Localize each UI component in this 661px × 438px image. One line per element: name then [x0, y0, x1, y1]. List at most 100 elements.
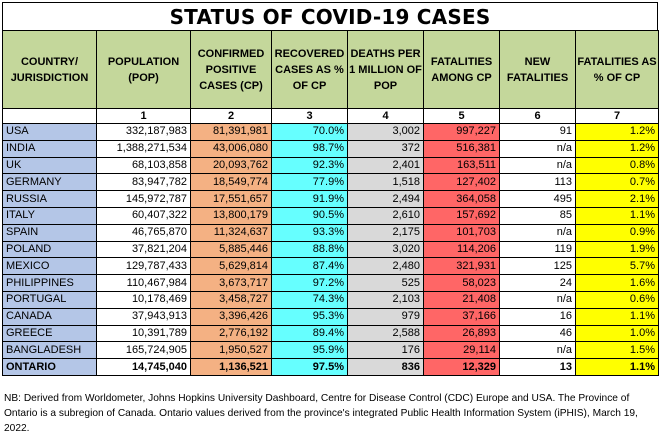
fatalities-pct-cell: 1.1% — [575, 206, 659, 225]
deaths-per-million-cell: 2,401 — [347, 156, 424, 175]
table-row: GREECE 10,391,789 2,776,192 89.4% 2,588 26,89… — [2, 324, 659, 343]
country-cell: SPAIN — [2, 223, 97, 242]
fatalities-cell: 26,893 — [423, 324, 500, 343]
country-cell: GERMANY — [2, 173, 97, 192]
header-new-fatalities: NEW FATALITIES — [499, 30, 576, 109]
population-cell: 110,467,984 — [96, 274, 191, 292]
recovered-pct-cell: 88.8% — [271, 240, 348, 259]
table-row: USA 332,187,983 81,391,981 70.0% 3,002 997,22… — [2, 123, 659, 141]
fatalities-pct-cell: 1.6% — [575, 274, 659, 292]
population-cell: 129,787,433 — [96, 257, 191, 276]
recovered-pct-cell: 92.3% — [271, 156, 348, 175]
new-fatalities-cell: 24 — [499, 274, 576, 292]
table-row: BANGLADESH 165,724,905 1,950,527 95.9% 176 29… — [2, 341, 659, 360]
confirmed-cases-cell: 1,950,527 — [190, 341, 272, 360]
deaths-per-million-cell: 372 — [347, 139, 424, 158]
column-number: 1 — [96, 108, 191, 124]
table-row: RUSSIA 145,972,787 17,551,657 91.9% 2,494 364… — [2, 190, 659, 208]
column-number: 7 — [575, 108, 659, 124]
table-row: MEXICO 129,787,433 5,629,814 87.4% 2,480 321,… — [2, 257, 659, 276]
header-country: COUNTRY/ JURISDICTION — [2, 30, 97, 109]
recovered-pct-cell: 93.3% — [271, 223, 348, 242]
header-recovered-pct: RECOVERED CASES AS % OF CP — [271, 30, 348, 109]
population-cell: 37,943,913 — [96, 307, 191, 326]
new-fatalities-cell: 85 — [499, 206, 576, 225]
recovered-pct-cell: 87.4% — [271, 257, 348, 276]
country-cell: PHILIPPINES — [2, 274, 97, 292]
new-fatalities-cell: 125 — [499, 257, 576, 276]
country-cell: PORTUGAL — [2, 290, 97, 309]
confirmed-cases-cell: 20,093,762 — [190, 156, 272, 175]
population-cell: 332,187,983 — [96, 123, 191, 141]
country-cell: ONTARIO — [2, 358, 97, 376]
country-cell: INDIA — [2, 139, 97, 158]
new-fatalities-cell: n/a — [499, 290, 576, 309]
fatalities-cell: 516,381 — [423, 139, 500, 158]
recovered-pct-cell: 98.7% — [271, 139, 348, 158]
country-cell: POLAND — [2, 240, 97, 259]
country-cell: ITALY — [2, 206, 97, 225]
column-number: 3 — [271, 108, 348, 124]
fatalities-cell: 127,402 — [423, 173, 500, 192]
confirmed-cases-cell: 3,396,426 — [190, 307, 272, 326]
column-number-row: 1 2 3 4 5 6 7 — [2, 108, 659, 124]
population-cell: 10,391,789 — [96, 324, 191, 343]
new-fatalities-cell: n/a — [499, 341, 576, 360]
population-cell: 14,745,040 — [96, 358, 191, 376]
fatalities-cell: 114,206 — [423, 240, 500, 259]
header-row: COUNTRY/ JURISDICTION POPULATION (POP) C… — [2, 30, 659, 109]
country-cell: CANADA — [2, 307, 97, 326]
header-fatalities-pct: FATALITIES AS % OF CP — [575, 30, 659, 109]
column-number: 4 — [347, 108, 424, 124]
confirmed-cases-cell: 43,006,080 — [190, 139, 272, 158]
header-deaths-per-million: DEATHS PER 1 MILLION OF POP — [347, 30, 424, 109]
confirmed-cases-cell: 3,673,717 — [190, 274, 272, 292]
fatalities-pct-cell: 1.1% — [575, 358, 659, 376]
new-fatalities-cell: n/a — [499, 156, 576, 175]
recovered-pct-cell: 91.9% — [271, 190, 348, 208]
header-confirmed-cases: CONFIRMED POSITIVE CASES (CP) — [190, 30, 272, 109]
deaths-per-million-cell: 2,103 — [347, 290, 424, 309]
confirmed-cases-cell: 2,776,192 — [190, 324, 272, 343]
recovered-pct-cell: 77.9% — [271, 173, 348, 192]
confirmed-cases-cell: 5,885,446 — [190, 240, 272, 259]
confirmed-cases-cell: 11,324,637 — [190, 223, 272, 242]
table-row: PORTUGAL 10,178,469 3,458,727 74.3% 2,103 21,… — [2, 290, 659, 309]
recovered-pct-cell: 70.0% — [271, 123, 348, 141]
country-cell: UK — [2, 156, 97, 175]
new-fatalities-cell: 91 — [499, 123, 576, 141]
covid-status-table-frame: STATUS OF COVID-19 CASES COUNTRY/ JURISD… — [2, 2, 659, 376]
deaths-per-million-cell: 3,002 — [347, 123, 424, 141]
fatalities-pct-cell: 5.7% — [575, 257, 659, 276]
population-cell: 83,947,782 — [96, 173, 191, 192]
fatalities-pct-cell: 0.7% — [575, 173, 659, 192]
country-cell: BANGLADESH — [2, 341, 97, 360]
fatalities-cell: 163,511 — [423, 156, 500, 175]
source-note: NB: Derived from Worldometer, Johns Hopk… — [4, 393, 638, 434]
deaths-per-million-cell: 2,610 — [347, 206, 424, 225]
new-fatalities-cell: n/a — [499, 139, 576, 158]
new-fatalities-cell: 16 — [499, 307, 576, 326]
table-row: PHILIPPINES 110,467,984 3,673,717 97.2% 525 5… — [2, 274, 659, 292]
table-row: UK 68,103,858 20,093,762 92.3% 2,401 163,511 n… — [2, 156, 659, 175]
population-cell: 1,388,271,534 — [96, 139, 191, 158]
fatalities-pct-cell: 1.2% — [575, 139, 659, 158]
deaths-per-million-cell: 3,020 — [347, 240, 424, 259]
deaths-per-million-cell: 525 — [347, 274, 424, 292]
table-title: STATUS OF COVID-19 CASES — [2, 2, 658, 30]
country-cell: USA — [2, 123, 97, 141]
recovered-pct-cell: 74.3% — [271, 290, 348, 309]
table-row: POLAND 37,821,204 5,885,446 88.8% 3,020 114,2… — [2, 240, 659, 259]
fatalities-pct-cell: 1.5% — [575, 341, 659, 360]
fatalities-pct-cell: 1.9% — [575, 240, 659, 259]
fatalities-cell: 58,023 — [423, 274, 500, 292]
population-cell: 46,765,870 — [96, 223, 191, 242]
confirmed-cases-cell: 3,458,727 — [190, 290, 272, 309]
deaths-per-million-cell: 2,480 — [347, 257, 424, 276]
deaths-per-million-cell: 1,518 — [347, 173, 424, 192]
fatalities-pct-cell: 0.8% — [575, 156, 659, 175]
table-body: USA 332,187,983 81,391,981 70.0% 3,002 997,22… — [2, 123, 659, 376]
country-cell: GREECE — [2, 324, 97, 343]
deaths-per-million-cell: 2,494 — [347, 190, 424, 208]
fatalities-cell: 101,703 — [423, 223, 500, 242]
